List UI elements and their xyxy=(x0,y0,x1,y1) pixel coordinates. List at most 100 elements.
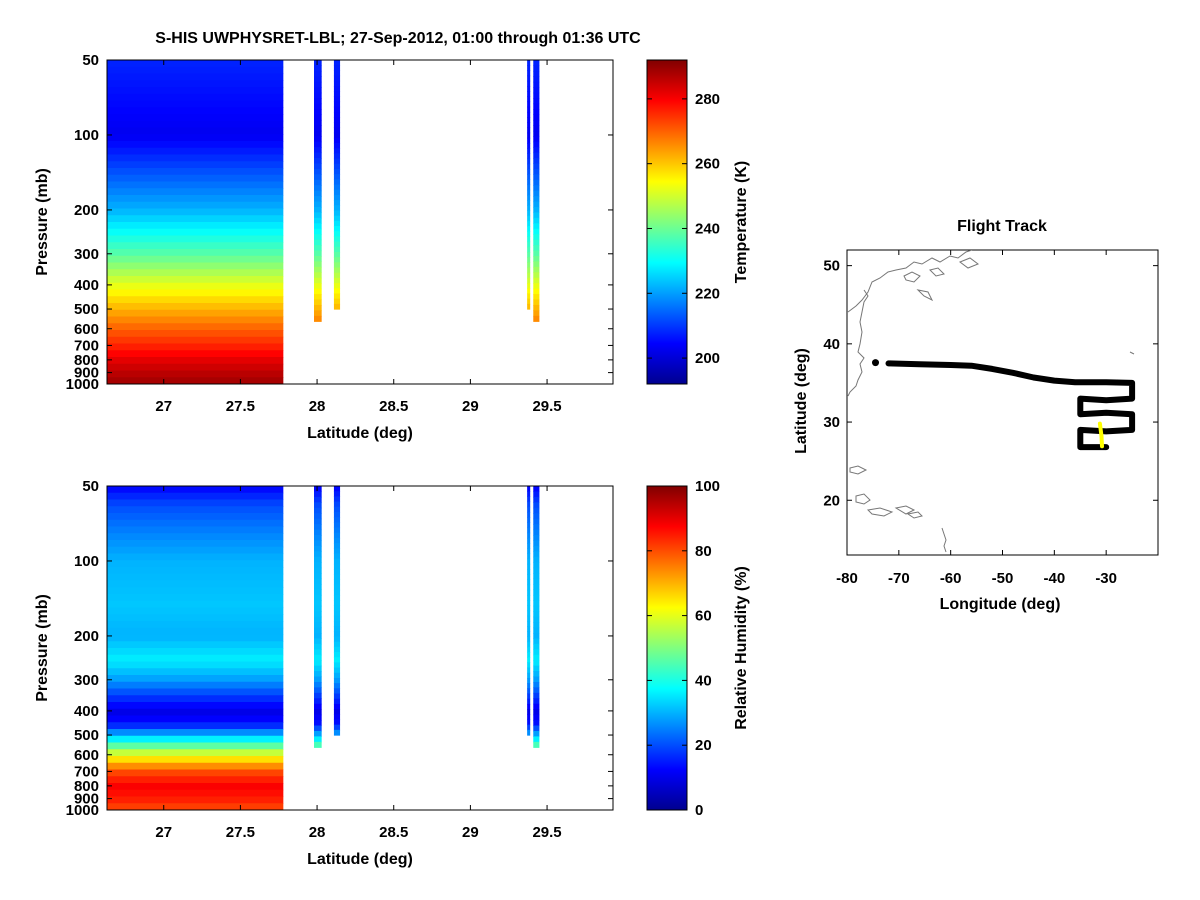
heatmap-cell xyxy=(527,641,531,648)
heatmap-cell xyxy=(314,632,322,640)
heatmap-cell xyxy=(527,65,531,71)
heatmap-cell xyxy=(533,736,540,743)
heatmap-cell xyxy=(107,296,284,304)
heatmap-cell xyxy=(527,106,531,113)
y-tick-label: 500 xyxy=(74,301,99,318)
heatmap-cell xyxy=(533,605,540,612)
flight-start-marker xyxy=(872,359,880,367)
heatmap-cell xyxy=(107,641,284,649)
heatmap-cell xyxy=(314,190,322,197)
heatmap-cell xyxy=(527,527,531,534)
heatmap-cell xyxy=(533,502,540,509)
heatmap-cell xyxy=(333,605,341,612)
heatmap-cell xyxy=(333,496,341,503)
heatmap-cell xyxy=(314,518,322,525)
heatmap-cell xyxy=(107,242,284,250)
heatmap-cell xyxy=(333,693,341,700)
heatmap-cell xyxy=(314,545,322,552)
flight-track-x-ticks: -80 -70 -60 -50 -40 -30 xyxy=(836,250,1117,587)
heatmap-cell xyxy=(107,147,284,156)
heatmap-cell xyxy=(527,714,531,721)
heatmap-cell xyxy=(527,70,531,77)
humidity-heatmap xyxy=(107,486,540,810)
temperature-heatmap xyxy=(107,60,540,384)
heatmap-cell xyxy=(527,496,531,503)
heatmap-cell xyxy=(527,553,531,560)
heatmap-cell xyxy=(527,236,531,243)
heatmap-cell xyxy=(107,735,284,744)
heatmap-cell xyxy=(333,215,341,222)
heatmap-cell xyxy=(333,641,341,648)
heatmap-cell xyxy=(527,631,531,638)
heatmap-cell xyxy=(314,496,322,503)
y-tick-label: 500 xyxy=(74,727,99,744)
heatmap-cell xyxy=(107,228,284,237)
heatmap-cell xyxy=(107,114,284,122)
heatmap-cell xyxy=(107,668,284,676)
heatmap-cell xyxy=(527,729,531,736)
heatmap-cell xyxy=(314,60,322,67)
flight-track-current-segment xyxy=(1097,421,1104,449)
x-tick-label: -50 xyxy=(992,570,1014,587)
y-tick-label: 700 xyxy=(74,763,99,780)
heatmap-cell xyxy=(314,524,322,531)
heatmap-cell xyxy=(533,649,540,656)
coastline xyxy=(847,250,1135,553)
heatmap-cell xyxy=(527,667,531,674)
heatmap-cell xyxy=(533,315,540,322)
heatmap-cell xyxy=(533,179,540,186)
heatmap-cell xyxy=(533,671,540,678)
heatmap-cell xyxy=(527,646,531,653)
heatmap-cell xyxy=(333,189,341,196)
heatmap-cell xyxy=(107,607,284,615)
heatmap-cell xyxy=(107,154,284,162)
y-tick-label: 100 xyxy=(74,553,99,570)
heatmap-cell xyxy=(107,215,284,223)
heatmap-cell xyxy=(314,136,322,143)
heatmap-cell xyxy=(314,108,322,116)
heatmap-cell xyxy=(333,511,341,518)
heatmap-cell xyxy=(314,627,322,634)
heatmap-cell xyxy=(333,636,341,643)
heatmap-cell xyxy=(333,246,341,253)
heatmap-cell xyxy=(333,75,341,82)
y-tick-label: 50 xyxy=(82,478,99,495)
heatmap-cell xyxy=(314,600,322,607)
heatmap-cell xyxy=(107,580,284,588)
heatmap-cell xyxy=(314,616,322,623)
x-tick-label: 27 xyxy=(155,824,172,841)
heatmap-cell xyxy=(107,309,284,318)
heatmap-cell xyxy=(333,91,341,97)
heatmap-cell xyxy=(107,80,284,88)
heatmap-cell xyxy=(107,60,284,68)
heatmap-cell xyxy=(527,127,531,134)
heatmap-cell xyxy=(314,201,322,208)
heatmap-cell xyxy=(314,114,322,121)
heatmap-cell xyxy=(107,282,284,291)
heatmap-cell xyxy=(333,486,341,492)
heatmap-cell xyxy=(107,688,284,696)
heatmap-cell xyxy=(314,261,322,268)
heatmap-cell xyxy=(533,709,540,716)
heatmap-cell xyxy=(333,158,341,165)
heatmap-cell xyxy=(527,558,531,565)
heatmap-cell xyxy=(314,196,322,203)
heatmap-cell xyxy=(527,226,531,232)
heatmap-cell xyxy=(527,194,531,201)
heatmap-cell xyxy=(527,548,531,555)
humidity-colorbar-label: Relative Humidity (%) xyxy=(733,566,750,730)
heatmap-cell xyxy=(333,714,341,721)
heatmap-cell xyxy=(314,486,322,493)
heatmap-cell xyxy=(314,681,322,689)
heatmap-cell xyxy=(107,526,284,534)
heatmap-cell xyxy=(333,491,341,497)
heatmap-cell xyxy=(314,185,322,192)
heatmap-cell xyxy=(333,527,341,534)
heatmap-cell xyxy=(107,168,284,176)
heatmap-cell xyxy=(527,298,531,305)
x-tick-label: 27.5 xyxy=(226,824,255,841)
y-tick-label: 200 xyxy=(74,202,99,219)
y-tick-label: 100 xyxy=(74,127,99,144)
x-tick-label: 29.5 xyxy=(532,398,561,415)
